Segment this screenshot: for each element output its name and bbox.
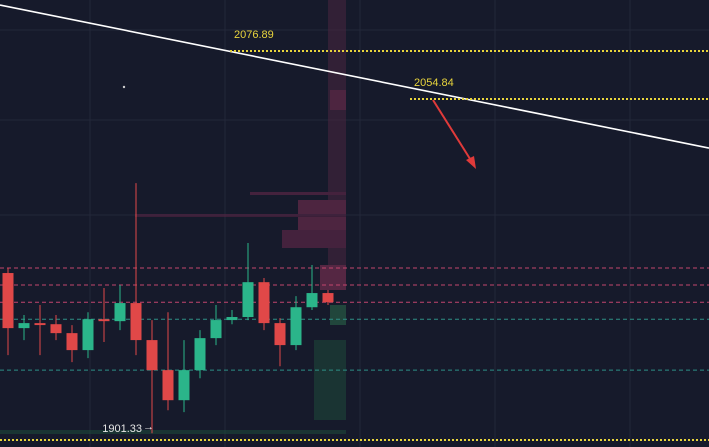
levels: 2076.89 2054.84 [0,4,709,442]
candle-body [82,319,94,351]
candle-body [306,293,318,308]
candle-body [146,340,158,371]
price-level-label: 2076.89 [234,29,274,41]
candle-body [162,370,174,401]
candle-body [290,307,302,346]
candle-body [34,323,46,326]
profile-bar [314,340,346,420]
candle-body [226,317,238,321]
candle-body [66,333,78,351]
profile-bar [250,192,346,195]
candle-body [18,323,30,329]
candle-body [130,303,142,341]
cursor-dot [122,85,126,89]
candle-body [98,319,110,322]
profile-bar [0,430,346,434]
pointer-arrow: → [143,421,154,433]
profile-bar [320,265,346,290]
price-level-label: 2054.84 [414,77,454,89]
low-label: 1901.33 [102,423,142,435]
annotation-arrowhead [466,156,476,169]
candle-body [242,282,254,318]
candles: 1901.33 [2,183,334,435]
trend-line [0,4,709,149]
candle-body [258,282,270,324]
candle-body [2,273,14,329]
candle-body [194,338,206,371]
volume-profile [0,0,346,434]
candle-body [274,323,286,346]
annotation-arrow [432,99,473,163]
profile-bar [282,230,346,248]
profile-bar [135,214,346,217]
candle-body [178,370,190,401]
profile-bar [330,90,346,110]
profile-bar [330,305,346,325]
candle-body [114,303,126,322]
candle-body [210,320,222,339]
candle-body [50,324,62,334]
candle-body [322,293,334,303]
profile-bar [328,0,346,265]
